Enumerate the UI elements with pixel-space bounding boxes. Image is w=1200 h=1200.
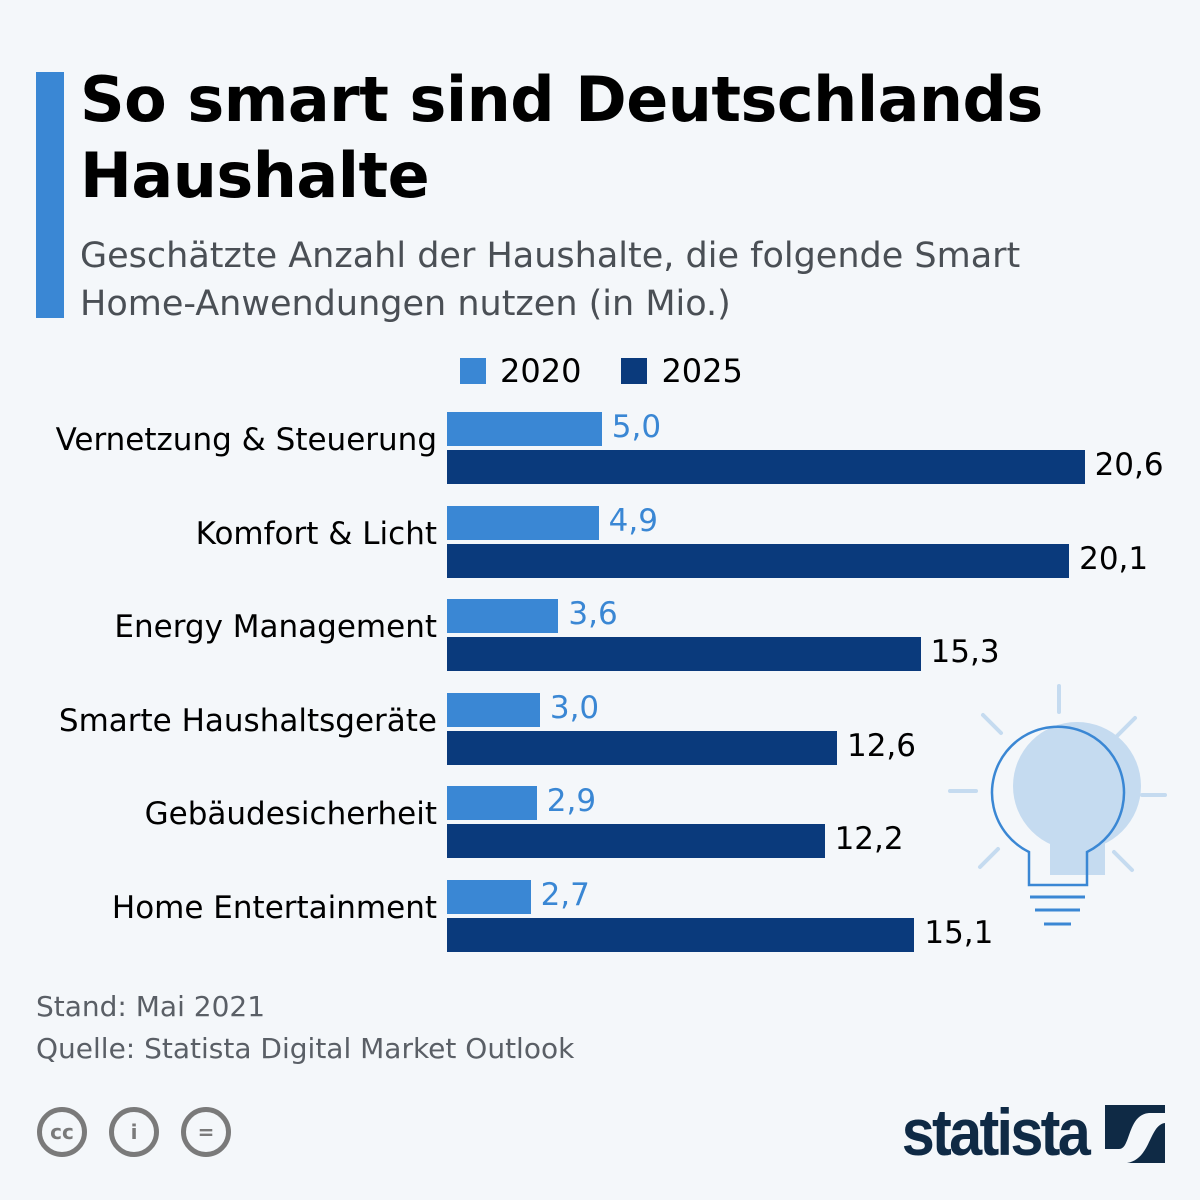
lightbulb-illustration xyxy=(948,684,1167,926)
bar-2020 xyxy=(447,786,537,820)
bar-2025 xyxy=(447,637,921,671)
legend-item-2020: 2020 xyxy=(460,352,581,390)
legend-label-2025: 2025 xyxy=(661,352,743,390)
data-label-2020: 3,6 xyxy=(568,596,618,632)
bar-2020 xyxy=(447,599,559,633)
bar-2020 xyxy=(447,412,602,446)
data-label-2025: 20,6 xyxy=(1094,447,1164,483)
bar-2025 xyxy=(447,730,837,765)
data-label-2025: 20,1 xyxy=(1079,540,1149,577)
data-label-2025: 15,1 xyxy=(924,914,994,951)
data-label-2020: 2,9 xyxy=(546,783,597,819)
category-label: Gebäudesicherheit xyxy=(144,796,437,832)
data-label-2025: 12,6 xyxy=(846,727,916,764)
statista-logo[interactable]: statista xyxy=(901,1094,1091,1170)
statista-wordmark: statista xyxy=(901,1095,1091,1169)
legend: 2020 2025 xyxy=(460,352,783,390)
cc-license-icon[interactable]: cc xyxy=(37,1107,87,1157)
bar-2020 xyxy=(447,505,599,540)
bar-2025 xyxy=(447,450,1085,484)
title-accent-bar xyxy=(36,72,64,318)
data-label-2020: 5,0 xyxy=(611,409,662,445)
cc-noderivs-icon[interactable]: = xyxy=(181,1107,231,1157)
category-label: Energy Management xyxy=(114,609,437,645)
legend-item-2025: 2025 xyxy=(621,352,743,390)
bar-2025 xyxy=(447,917,915,952)
bar-chart: Vernetzung & Steuerung 5,0 20,6 Komfort & L… xyxy=(55,409,1164,952)
data-label-2020: 2,7 xyxy=(540,876,590,913)
footer-stand: Stand: Mai 2021 xyxy=(36,990,266,1023)
category-label: Komfort & Licht xyxy=(195,515,437,552)
category-label: Vernetzung & Steuerung xyxy=(55,422,437,458)
statista-logo-icon xyxy=(1105,1105,1165,1163)
cc-attribution-icon[interactable]: i xyxy=(109,1107,159,1157)
page-title: So smart sind Deutschlands Haushalte xyxy=(80,63,1043,212)
bar-2020 xyxy=(447,879,531,914)
data-label-2020: 3,0 xyxy=(549,689,600,726)
category-label: Home Entertainment xyxy=(111,889,437,926)
bar-2025 xyxy=(447,543,1070,578)
legend-swatch-2020 xyxy=(460,358,486,384)
legend-swatch-2025 xyxy=(621,358,648,384)
bar-2020 xyxy=(447,692,540,727)
data-label-2025: 15,3 xyxy=(930,634,1000,670)
category-label: Smarte Haushaltsgeräte xyxy=(58,702,437,739)
data-label-2020: 4,9 xyxy=(608,502,658,539)
data-label-2025: 12,2 xyxy=(834,821,904,857)
footer-source: Quelle: Statista Digital Market Outlook xyxy=(36,1032,575,1065)
subtitle: Geschätzte Anzahl der Haushalte, die fol… xyxy=(80,236,1021,324)
legend-label-2020: 2020 xyxy=(500,352,582,390)
bar-2025 xyxy=(447,824,825,858)
